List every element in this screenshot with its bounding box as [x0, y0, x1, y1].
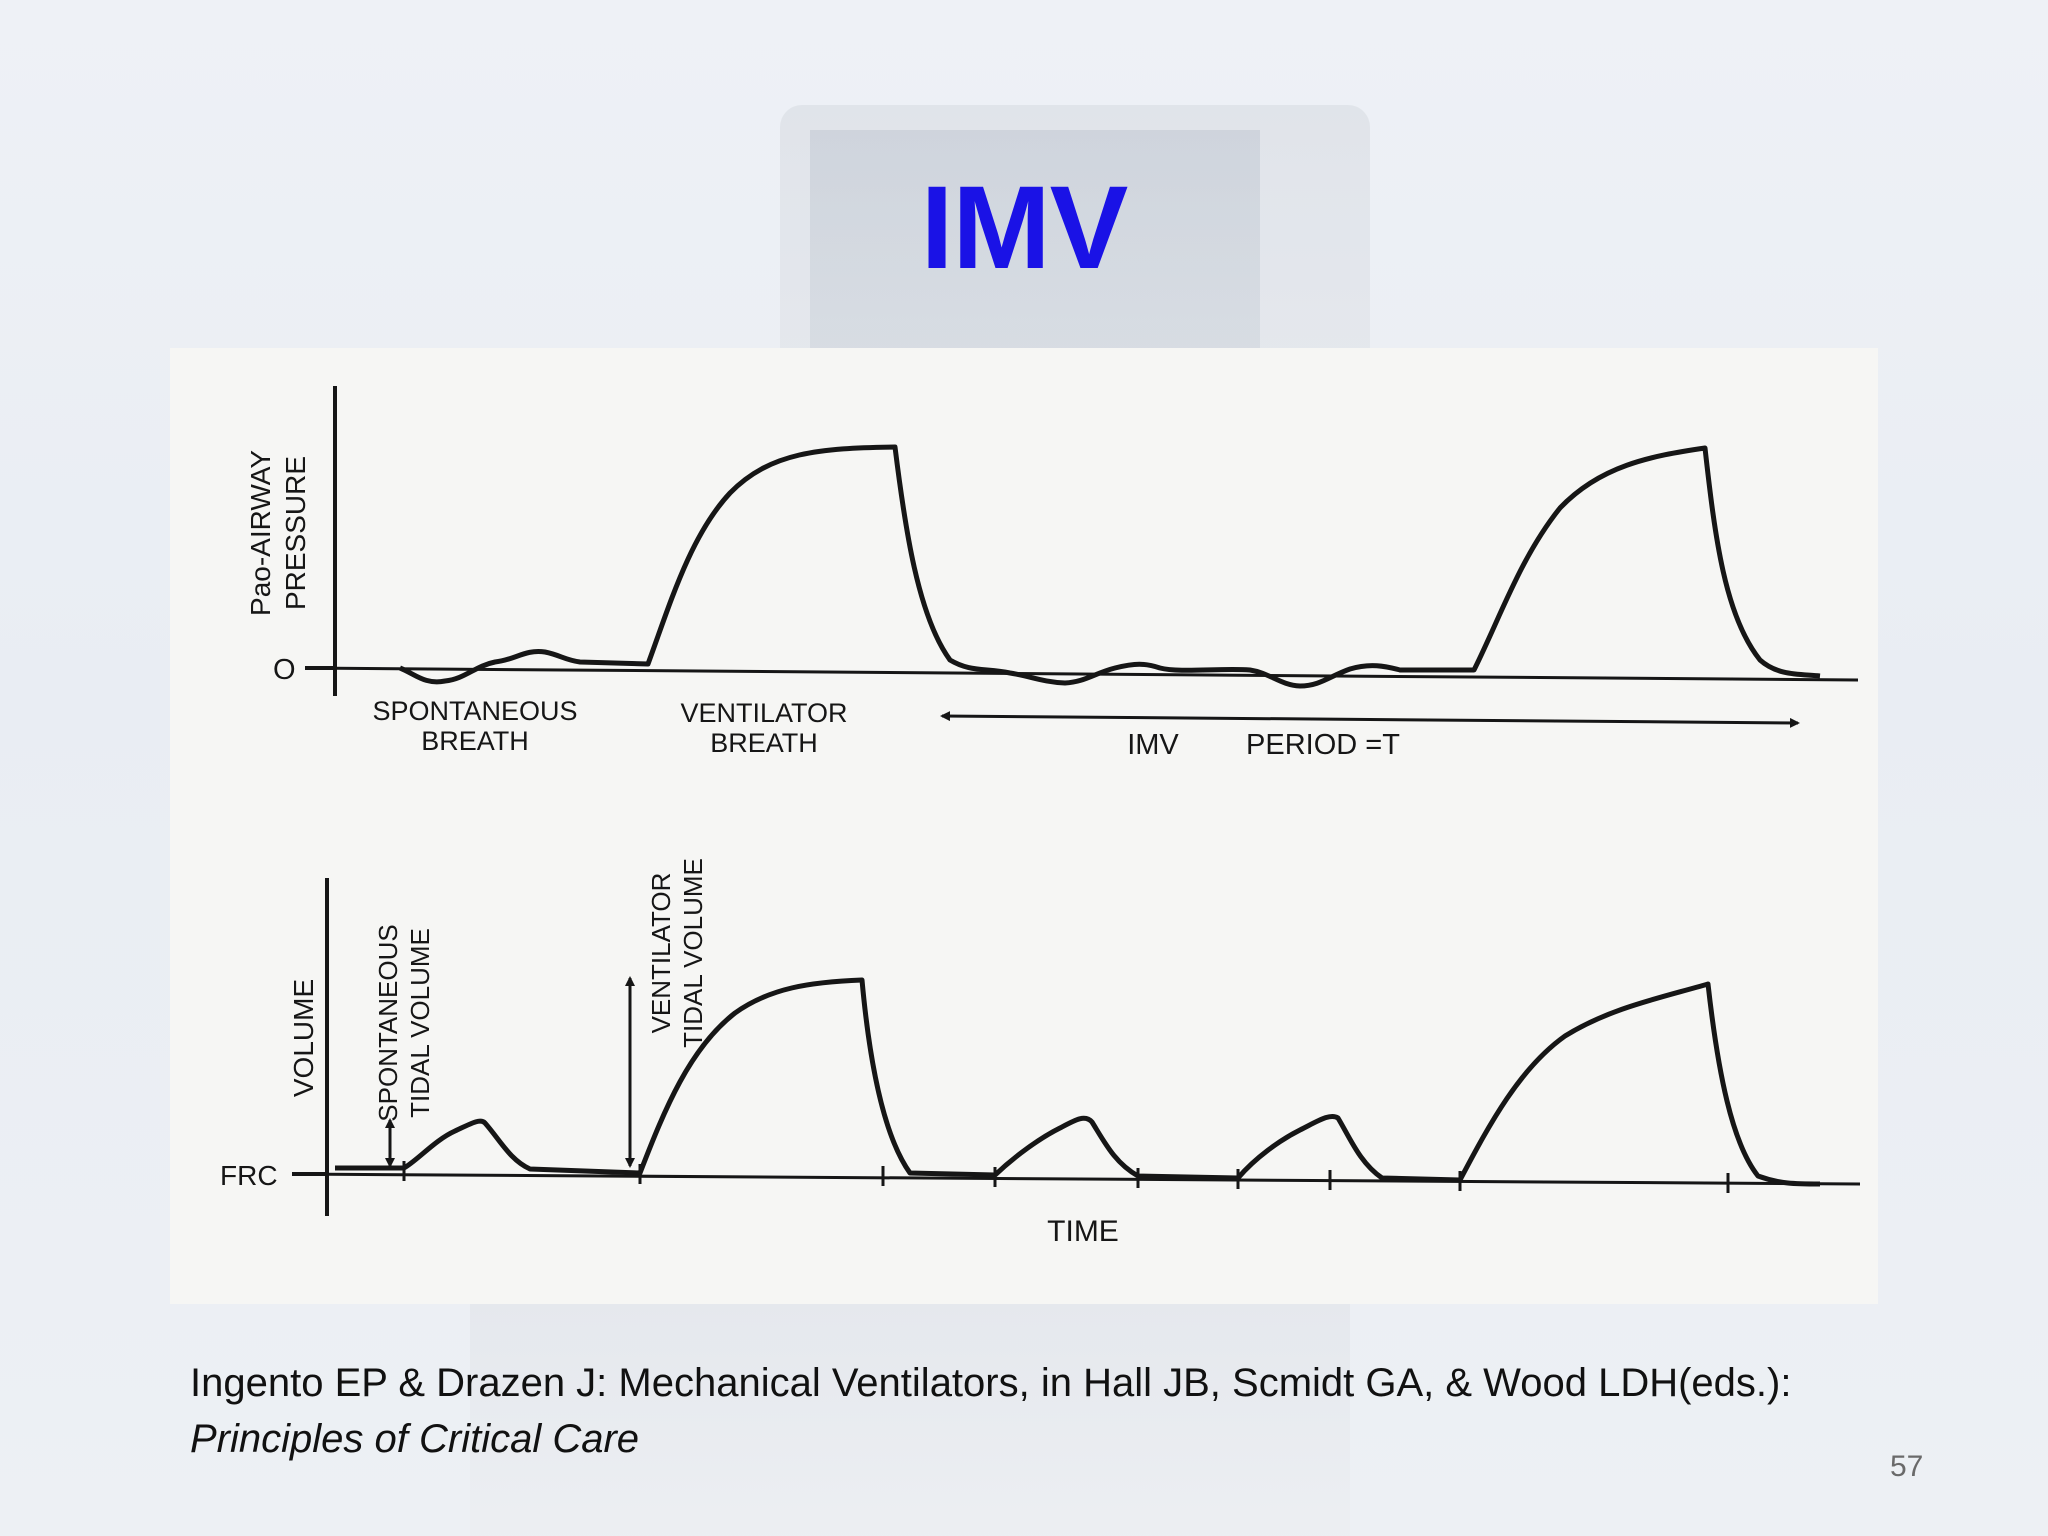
frc-label: FRC	[220, 1160, 278, 1191]
ventilator-tidal-volume-label-line1: VENTILATOR	[646, 873, 676, 1034]
ventilator-breath-label-line1: VENTILATOR	[680, 698, 847, 728]
slide-number: 57	[1890, 1450, 1924, 1483]
spontaneous-tidal-volume-label-line1: SPONTANEOUS	[373, 924, 403, 1121]
ventilator-tidal-volume-label-line2: TIDAL VOLUME	[678, 858, 708, 1048]
background-ventilator-stand	[470, 1300, 1350, 1536]
volume-waveform	[335, 977, 1821, 1187]
spontaneous-breath-label-line2: BREATH	[421, 726, 529, 756]
pressure-axis-label-line1: Pao-AIRWAY	[245, 450, 276, 616]
spontaneous-breath-label-line1: SPONTANEOUS	[372, 696, 577, 726]
citation: Ingento EP & Drazen J: Mechanical Ventil…	[190, 1355, 1840, 1467]
volume-axis-label: VOLUME	[288, 979, 319, 1097]
time-axis-label: TIME	[1047, 1215, 1119, 1248]
citation-prefix: Ingento EP & Drazen J: Mechanical Ventil…	[190, 1361, 1792, 1405]
imv-waveform-figure: Pao-AIRWAY PRESSURE O SPONTANEOUS BREATH…	[170, 348, 1878, 1304]
pressure-axis-label-line2: PRESSURE	[280, 456, 311, 610]
pressure-baseline	[304, 666, 1859, 682]
imv-label: IMV	[1127, 729, 1179, 761]
imv-waveform-diagram: Pao-AIRWAY PRESSURE O SPONTANEOUS BREATH…	[220, 386, 1861, 1248]
spontaneous-tidal-volume-label-line2: TIDAL VOLUME	[405, 928, 435, 1118]
imv-period-label: PERIOD =T	[1246, 729, 1400, 761]
pressure-zero-label: O	[273, 654, 296, 686]
volume-frc-baseline	[291, 1172, 1861, 1186]
time-tick-marks	[402, 1161, 1730, 1193]
imv-period-arrow	[940, 711, 1800, 728]
background-ventilator-screen	[810, 130, 1260, 360]
pressure-waveform	[399, 444, 1821, 689]
citation-book-title: Principles of Critical Care	[190, 1417, 640, 1461]
slide-title: IMV	[920, 162, 1129, 294]
ventilator-breath-label-line2: BREATH	[710, 728, 818, 758]
